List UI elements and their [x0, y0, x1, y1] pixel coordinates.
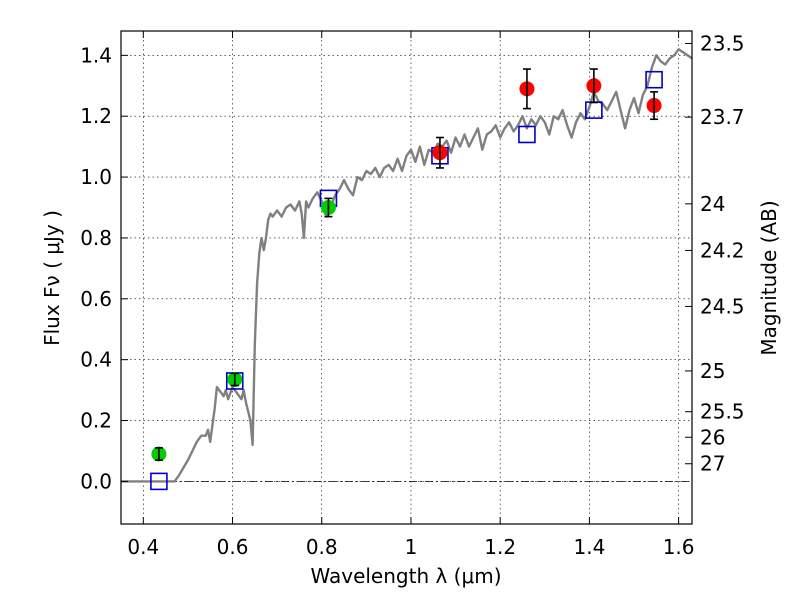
- axis-ticks: 0.4 0.6 0.8 1 1.2 1.4 1.6 0.0 0.2 0.4 0.6 0.8 1.0 1.2…: [80, 31, 745, 559]
- model-photometry-square: [518, 125, 536, 144]
- y-tick-label: 1.2: [80, 104, 112, 128]
- y2-axis-label: Magnitude (AB): [757, 200, 781, 355]
- x-axis-label: Wavelength λ (μm): [310, 564, 501, 588]
- mag-tick-label: 24: [700, 192, 725, 216]
- mag-tick-label: 25.5: [700, 400, 745, 424]
- y-tick-label: 1.4: [80, 43, 112, 67]
- y-tick-label: 0.2: [80, 409, 112, 433]
- optical-photometry-points: [151, 197, 336, 462]
- x-tick-label: 1.2: [484, 535, 516, 559]
- mag-tick-label: 25: [700, 359, 725, 383]
- x-tick-label: 0.4: [127, 535, 159, 559]
- mag-tick-label: 23.5: [700, 31, 745, 55]
- model-photometry-square: [645, 70, 663, 89]
- mag-tick-label: 27: [700, 452, 725, 476]
- y-tick-label: 0.8: [80, 226, 112, 250]
- mag-tick-label: 26: [700, 425, 725, 449]
- mag-tick-label: 23.7: [700, 105, 745, 129]
- x-tick-label: 0.8: [306, 535, 338, 559]
- series-lines: [121, 48, 693, 483]
- y-tick-label: 0.0: [80, 469, 112, 493]
- mag-tick-label: 24.5: [700, 294, 745, 318]
- x-tick-label: 1.6: [663, 535, 695, 559]
- x-tick-label: 1: [405, 535, 418, 559]
- plot-frame: [120, 30, 693, 525]
- y-axis-label: Flux Fν ( μJy ): [40, 210, 64, 346]
- x-tick-label: 0.6: [217, 535, 249, 559]
- y-tick-label: 0.6: [80, 287, 112, 311]
- y-tick-label: 0.4: [80, 348, 112, 372]
- near-IR-photometry-points: [432, 68, 662, 169]
- model-spectrum-line: [121, 48, 693, 483]
- x-tick-label: 1.4: [573, 535, 605, 559]
- mag-tick-label: 24.2: [700, 238, 745, 262]
- grid-lines: [121, 31, 692, 524]
- y-tick-label: 1.0: [80, 165, 112, 189]
- series-markers: [150, 68, 663, 491]
- model-photometry-square: [150, 472, 168, 491]
